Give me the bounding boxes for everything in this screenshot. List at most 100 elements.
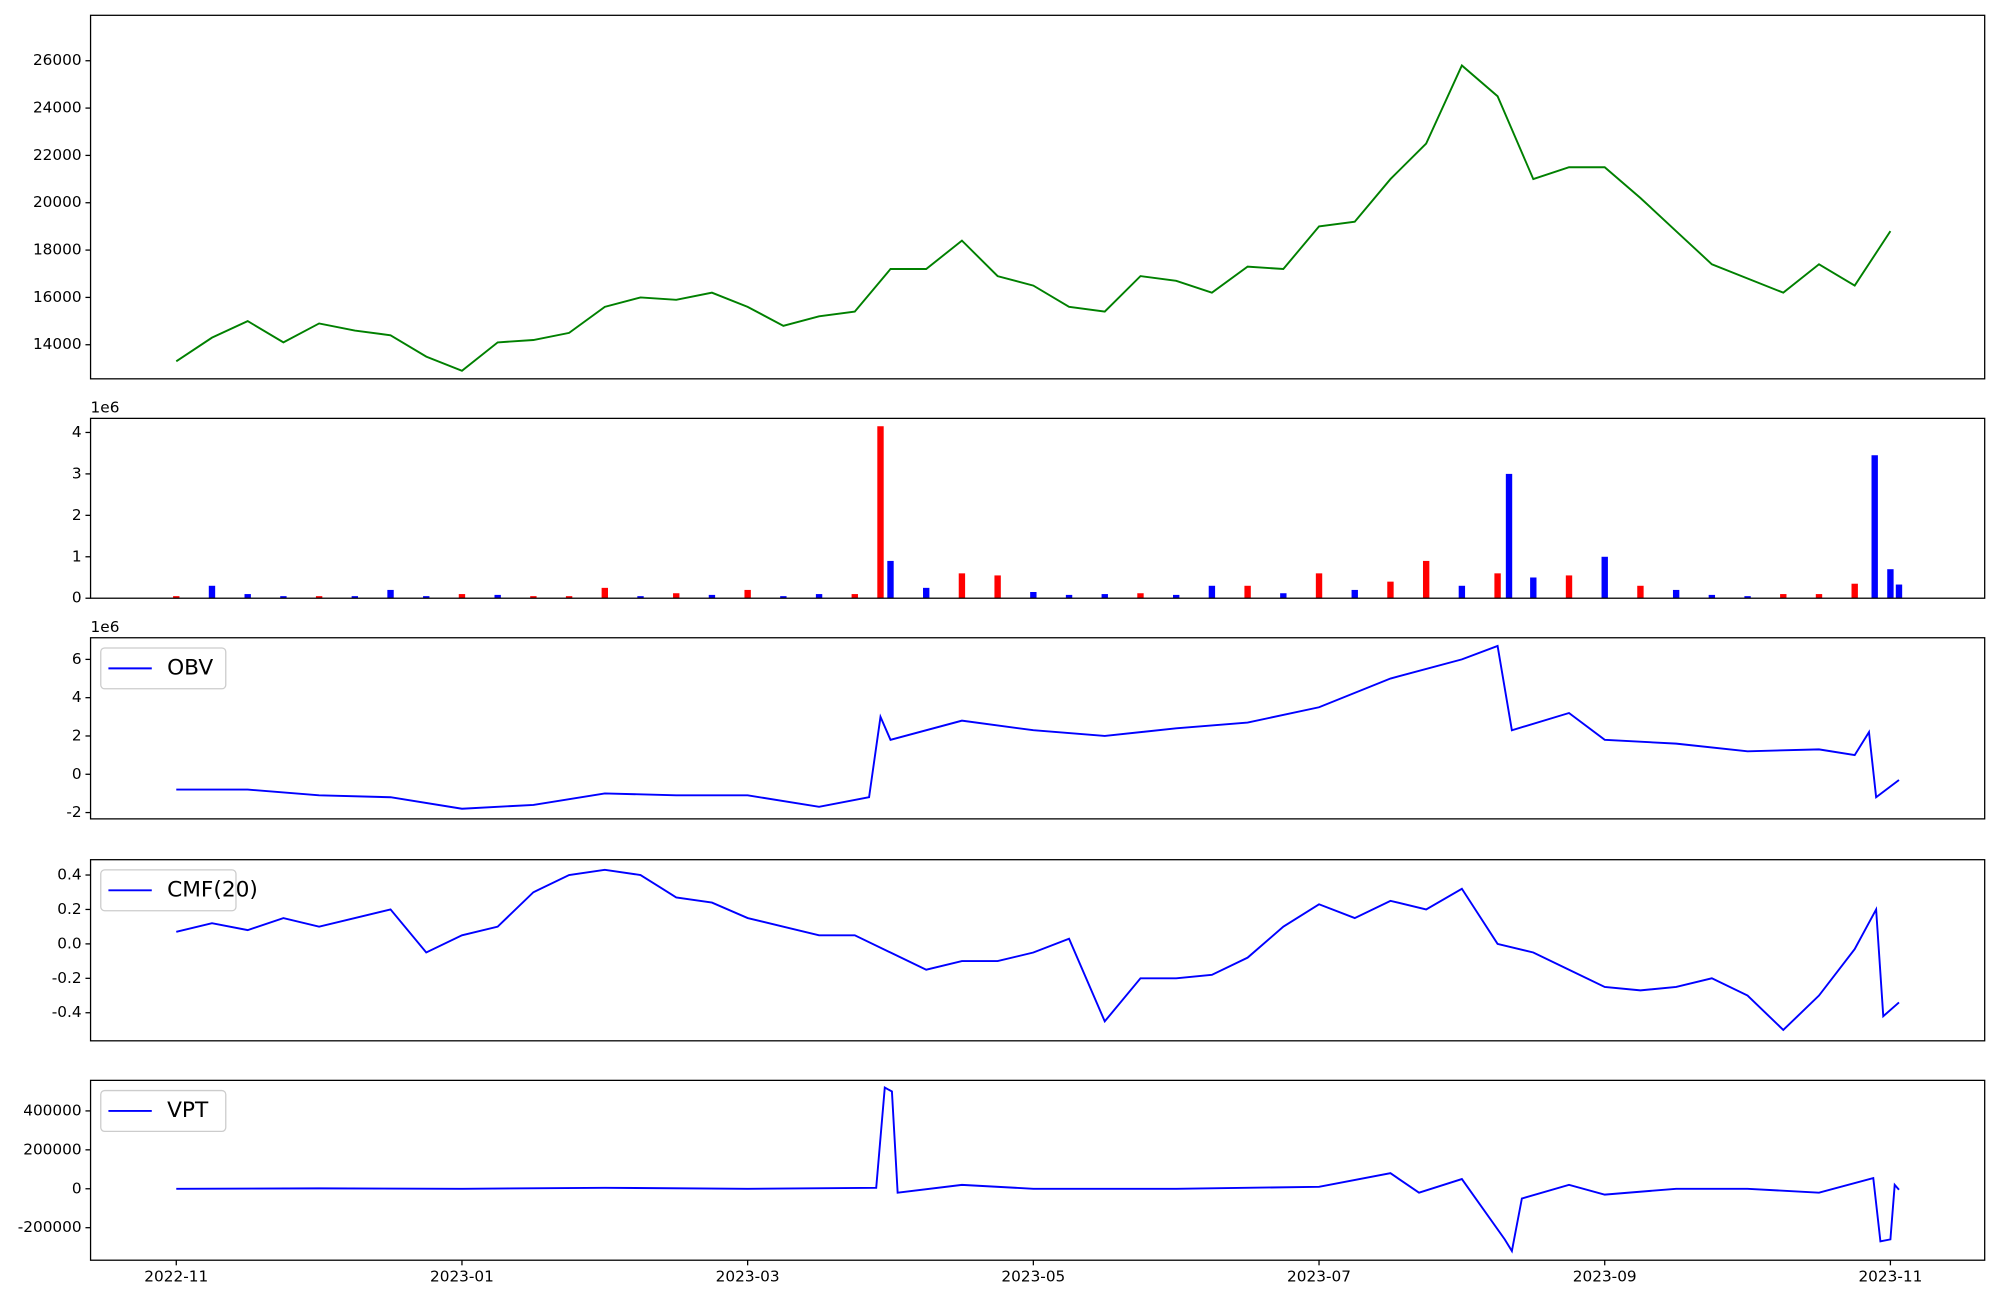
bar — [1208, 585, 1216, 599]
x-tick-label: 2023-03 — [716, 1267, 780, 1285]
bar — [708, 594, 716, 599]
y-tick-label: 4 — [72, 423, 82, 441]
bar — [1387, 581, 1394, 599]
bar — [1851, 583, 1858, 599]
y-tick-label: 26000 — [33, 51, 82, 69]
y-tick-label: 22000 — [33, 146, 82, 164]
line — [176, 644, 1900, 810]
bar — [1744, 596, 1751, 599]
offset-label: 1e6 — [91, 399, 120, 417]
bar — [1637, 585, 1644, 599]
bar — [1887, 569, 1894, 599]
x-tick-label: 2023-01 — [430, 1267, 494, 1285]
x-tick-label: 2023-09 — [1573, 1267, 1637, 1285]
y-tick-label: 0.4 — [57, 866, 81, 884]
bar — [1172, 594, 1180, 599]
y-tick-label: 4 — [72, 688, 82, 706]
bar — [1137, 593, 1144, 599]
bar — [637, 596, 644, 599]
y-tick-label: 24000 — [33, 99, 82, 117]
bar — [1494, 573, 1501, 599]
bar — [1565, 575, 1573, 599]
bar — [994, 575, 1001, 599]
legend-label: CMF(20) — [167, 877, 258, 902]
y-tick-label: 400000 — [23, 1101, 81, 1119]
y-tick-label: -0.4 — [52, 1003, 82, 1021]
bar — [1530, 577, 1537, 599]
y-tick-label: 2 — [72, 506, 82, 524]
bar — [1351, 589, 1358, 599]
bar — [1505, 473, 1513, 599]
axes-frame — [89, 859, 1986, 1042]
bar — [1780, 594, 1787, 599]
bar — [1815, 594, 1823, 599]
offset-label: 1e6 — [91, 618, 120, 636]
bar — [601, 587, 608, 599]
y-tick-label: 14000 — [33, 335, 82, 353]
bar — [673, 593, 680, 599]
bar — [1672, 589, 1680, 599]
bar — [1030, 591, 1037, 599]
x-tick-label: 2023-07 — [1287, 1267, 1351, 1285]
line — [176, 1086, 1900, 1254]
y-tick-label: 2 — [72, 726, 82, 744]
bar — [387, 589, 394, 599]
bar — [815, 594, 823, 599]
x-tick-label: 2023-05 — [1001, 1267, 1065, 1285]
bar — [1065, 594, 1073, 599]
line — [175, 63, 1892, 372]
bar — [1280, 593, 1287, 599]
axes-frame — [89, 1079, 1986, 1261]
legend-box — [100, 647, 227, 690]
bar — [780, 596, 787, 599]
axes-frame — [89, 637, 1986, 820]
bar — [851, 594, 858, 599]
bar — [315, 596, 323, 599]
line — [176, 868, 1900, 1032]
y-tick-label: 16000 — [33, 288, 82, 306]
y-tick-label: 0 — [72, 1179, 82, 1197]
y-tick-label: 18000 — [33, 241, 82, 259]
y-tick-label: 1 — [72, 547, 82, 565]
x-tick-label: 2023-11 — [1858, 1267, 1922, 1285]
bar — [1422, 560, 1430, 599]
bar — [1315, 573, 1323, 599]
bar — [530, 596, 537, 599]
bar — [208, 585, 216, 599]
bar — [458, 594, 466, 599]
bar — [887, 560, 894, 599]
axes-frame — [89, 417, 1986, 599]
bar — [1244, 585, 1251, 599]
bar — [351, 596, 359, 599]
legend-box — [100, 1089, 227, 1133]
bar — [280, 596, 287, 599]
bar — [173, 596, 180, 599]
bar — [1895, 584, 1903, 599]
bar — [958, 573, 966, 599]
bar — [923, 587, 930, 599]
y-tick-label: 20000 — [33, 193, 82, 211]
y-tick-label: -2 — [66, 803, 81, 821]
bar — [1101, 594, 1108, 599]
bar — [1871, 455, 1878, 599]
y-tick-label: -0.2 — [52, 969, 82, 987]
legend-box — [100, 869, 237, 912]
bar — [244, 594, 251, 599]
y-tick-label: 0 — [72, 589, 82, 607]
y-tick-label: 200000 — [23, 1140, 81, 1158]
bar — [744, 589, 751, 599]
y-tick-label: 6 — [72, 650, 82, 668]
y-tick-label: 3 — [72, 464, 82, 482]
bar — [1601, 556, 1608, 599]
legend-label: VPT — [167, 1098, 209, 1123]
bar — [423, 596, 430, 599]
bar — [494, 594, 501, 599]
axes-frame — [89, 14, 1986, 380]
legend-label: OBV — [167, 655, 213, 680]
bar — [565, 596, 573, 599]
x-tick-label: 2022-11 — [144, 1267, 208, 1285]
y-tick-label: -200000 — [18, 1218, 82, 1236]
y-tick-label: 0 — [72, 765, 82, 783]
